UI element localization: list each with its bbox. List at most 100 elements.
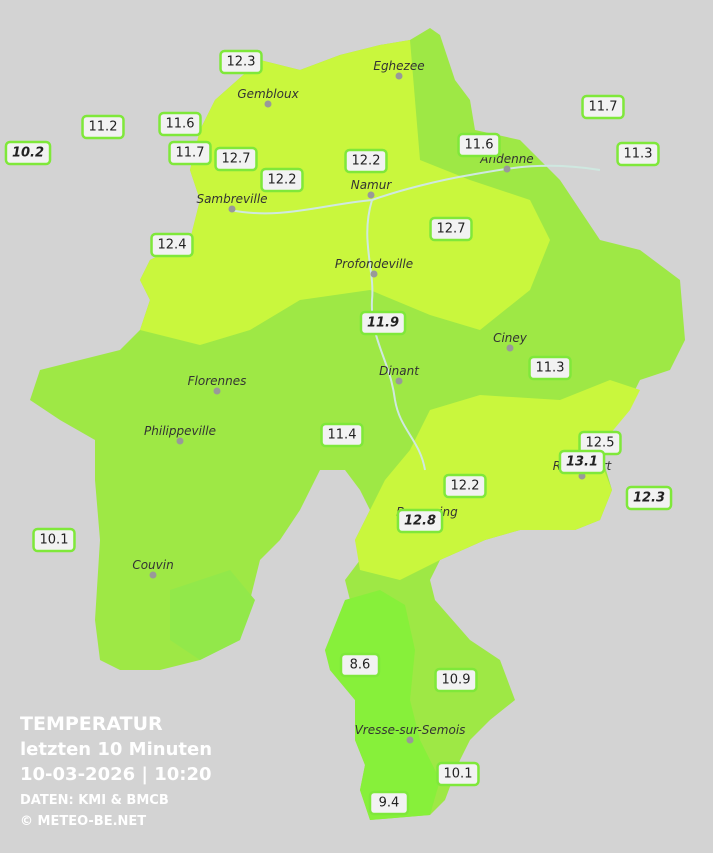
city-label: Gembloux [237, 87, 299, 101]
station-value: 12.2 [268, 173, 297, 188]
station-box [359, 310, 407, 336]
station-value: 12.5 [586, 436, 615, 451]
station-box [368, 790, 410, 816]
city-label: Couvin [132, 558, 173, 572]
station-box [219, 49, 263, 75]
station-value: 12.8 [404, 514, 436, 529]
station-value: 12.2 [451, 479, 480, 494]
station-box [443, 473, 487, 499]
city-dot [213, 387, 221, 395]
station-box [344, 148, 388, 174]
station-value: 12.4 [158, 238, 187, 253]
station: 11.6 [457, 132, 501, 158]
cool-zone [170, 570, 255, 660]
city-dot [228, 205, 236, 213]
station-value: 11.2 [89, 120, 118, 135]
station: 12.4 [150, 232, 194, 258]
city-dot [367, 191, 375, 199]
station: 11.7 [168, 140, 212, 166]
city-label: Sambreville [196, 192, 267, 206]
station-box [32, 527, 76, 553]
station-box [581, 94, 625, 120]
station-box [4, 140, 52, 166]
station-value: 11.4 [328, 428, 357, 443]
legend-source: DATEN: KMI & BMCB [20, 793, 169, 808]
station-box [81, 114, 125, 140]
station-value: 11.6 [465, 138, 494, 153]
station-value: 12.7 [437, 222, 466, 237]
station: 12.7 [429, 216, 473, 242]
city-label: Florennes [188, 374, 247, 388]
station-box [320, 422, 364, 448]
city-dot [503, 165, 511, 173]
city-dot [264, 100, 272, 108]
city-dot [506, 344, 514, 352]
city-dot [176, 437, 184, 445]
station: 11.3 [616, 141, 660, 167]
station: 10.1 [32, 527, 76, 553]
station-value: 12.3 [227, 55, 256, 70]
station: 12.5 [578, 430, 622, 456]
station-value: 9.4 [379, 796, 400, 811]
station: 12.2 [344, 148, 388, 174]
station-box [457, 132, 501, 158]
warm-zone [140, 40, 550, 345]
station-value: 10.9 [442, 673, 471, 688]
city-label: Dinant [379, 364, 420, 378]
city-label: Namur [351, 178, 393, 192]
station-value: 11.6 [166, 117, 195, 132]
station: 10.2 [4, 140, 52, 166]
station: 13.1 [558, 449, 606, 475]
river [366, 199, 426, 471]
legend-period: letzten 10 Minuten [20, 739, 212, 760]
station-value: 11.7 [176, 146, 205, 161]
station-box [158, 111, 202, 137]
station-box [339, 652, 381, 678]
station: 11.6 [158, 111, 202, 137]
station-box [528, 355, 572, 381]
station-box [396, 508, 444, 534]
city-label: Profondeville [335, 257, 413, 271]
city-label: Eghezee [373, 59, 424, 73]
city-dot [406, 736, 414, 744]
station-value: 10.2 [12, 146, 44, 161]
station-value: 11.3 [536, 361, 565, 376]
station-value: 8.6 [350, 658, 371, 673]
city-dot [370, 270, 378, 278]
station-value: 12.2 [352, 154, 381, 169]
station-value: 11.7 [589, 100, 618, 115]
station-value: 11.9 [367, 316, 399, 331]
station-value: 10.1 [444, 767, 473, 782]
station: 10.9 [434, 667, 478, 693]
station: 11.3 [528, 355, 572, 381]
station: 10.1 [436, 761, 480, 787]
station-box [616, 141, 660, 167]
station: 11.4 [320, 422, 364, 448]
city-dot [149, 571, 157, 579]
station-box [429, 216, 473, 242]
station: 12.3 [219, 49, 263, 75]
river [229, 164, 601, 215]
city-label: Ciney [493, 331, 528, 345]
city-dot [395, 72, 403, 80]
station-box [434, 667, 478, 693]
station-box [436, 761, 480, 787]
city-label: Vresse-sur-Semois [355, 723, 466, 737]
station-box [625, 485, 673, 511]
station: 12.8 [396, 508, 444, 534]
station-value: 13.1 [566, 455, 598, 470]
station-box [150, 232, 194, 258]
station: 11.7 [581, 94, 625, 120]
station: 12.3 [625, 485, 673, 511]
station-box [260, 167, 304, 193]
city-dot [395, 377, 403, 385]
station-box [558, 449, 606, 475]
station-box [214, 146, 258, 172]
station: 11.2 [81, 114, 125, 140]
station-value: 10.1 [40, 533, 69, 548]
cool-zone [325, 590, 440, 820]
legend-copyright: © METEO-BE.NET [20, 814, 146, 829]
station: 12.7 [214, 146, 258, 172]
station: 11.9 [359, 310, 407, 336]
